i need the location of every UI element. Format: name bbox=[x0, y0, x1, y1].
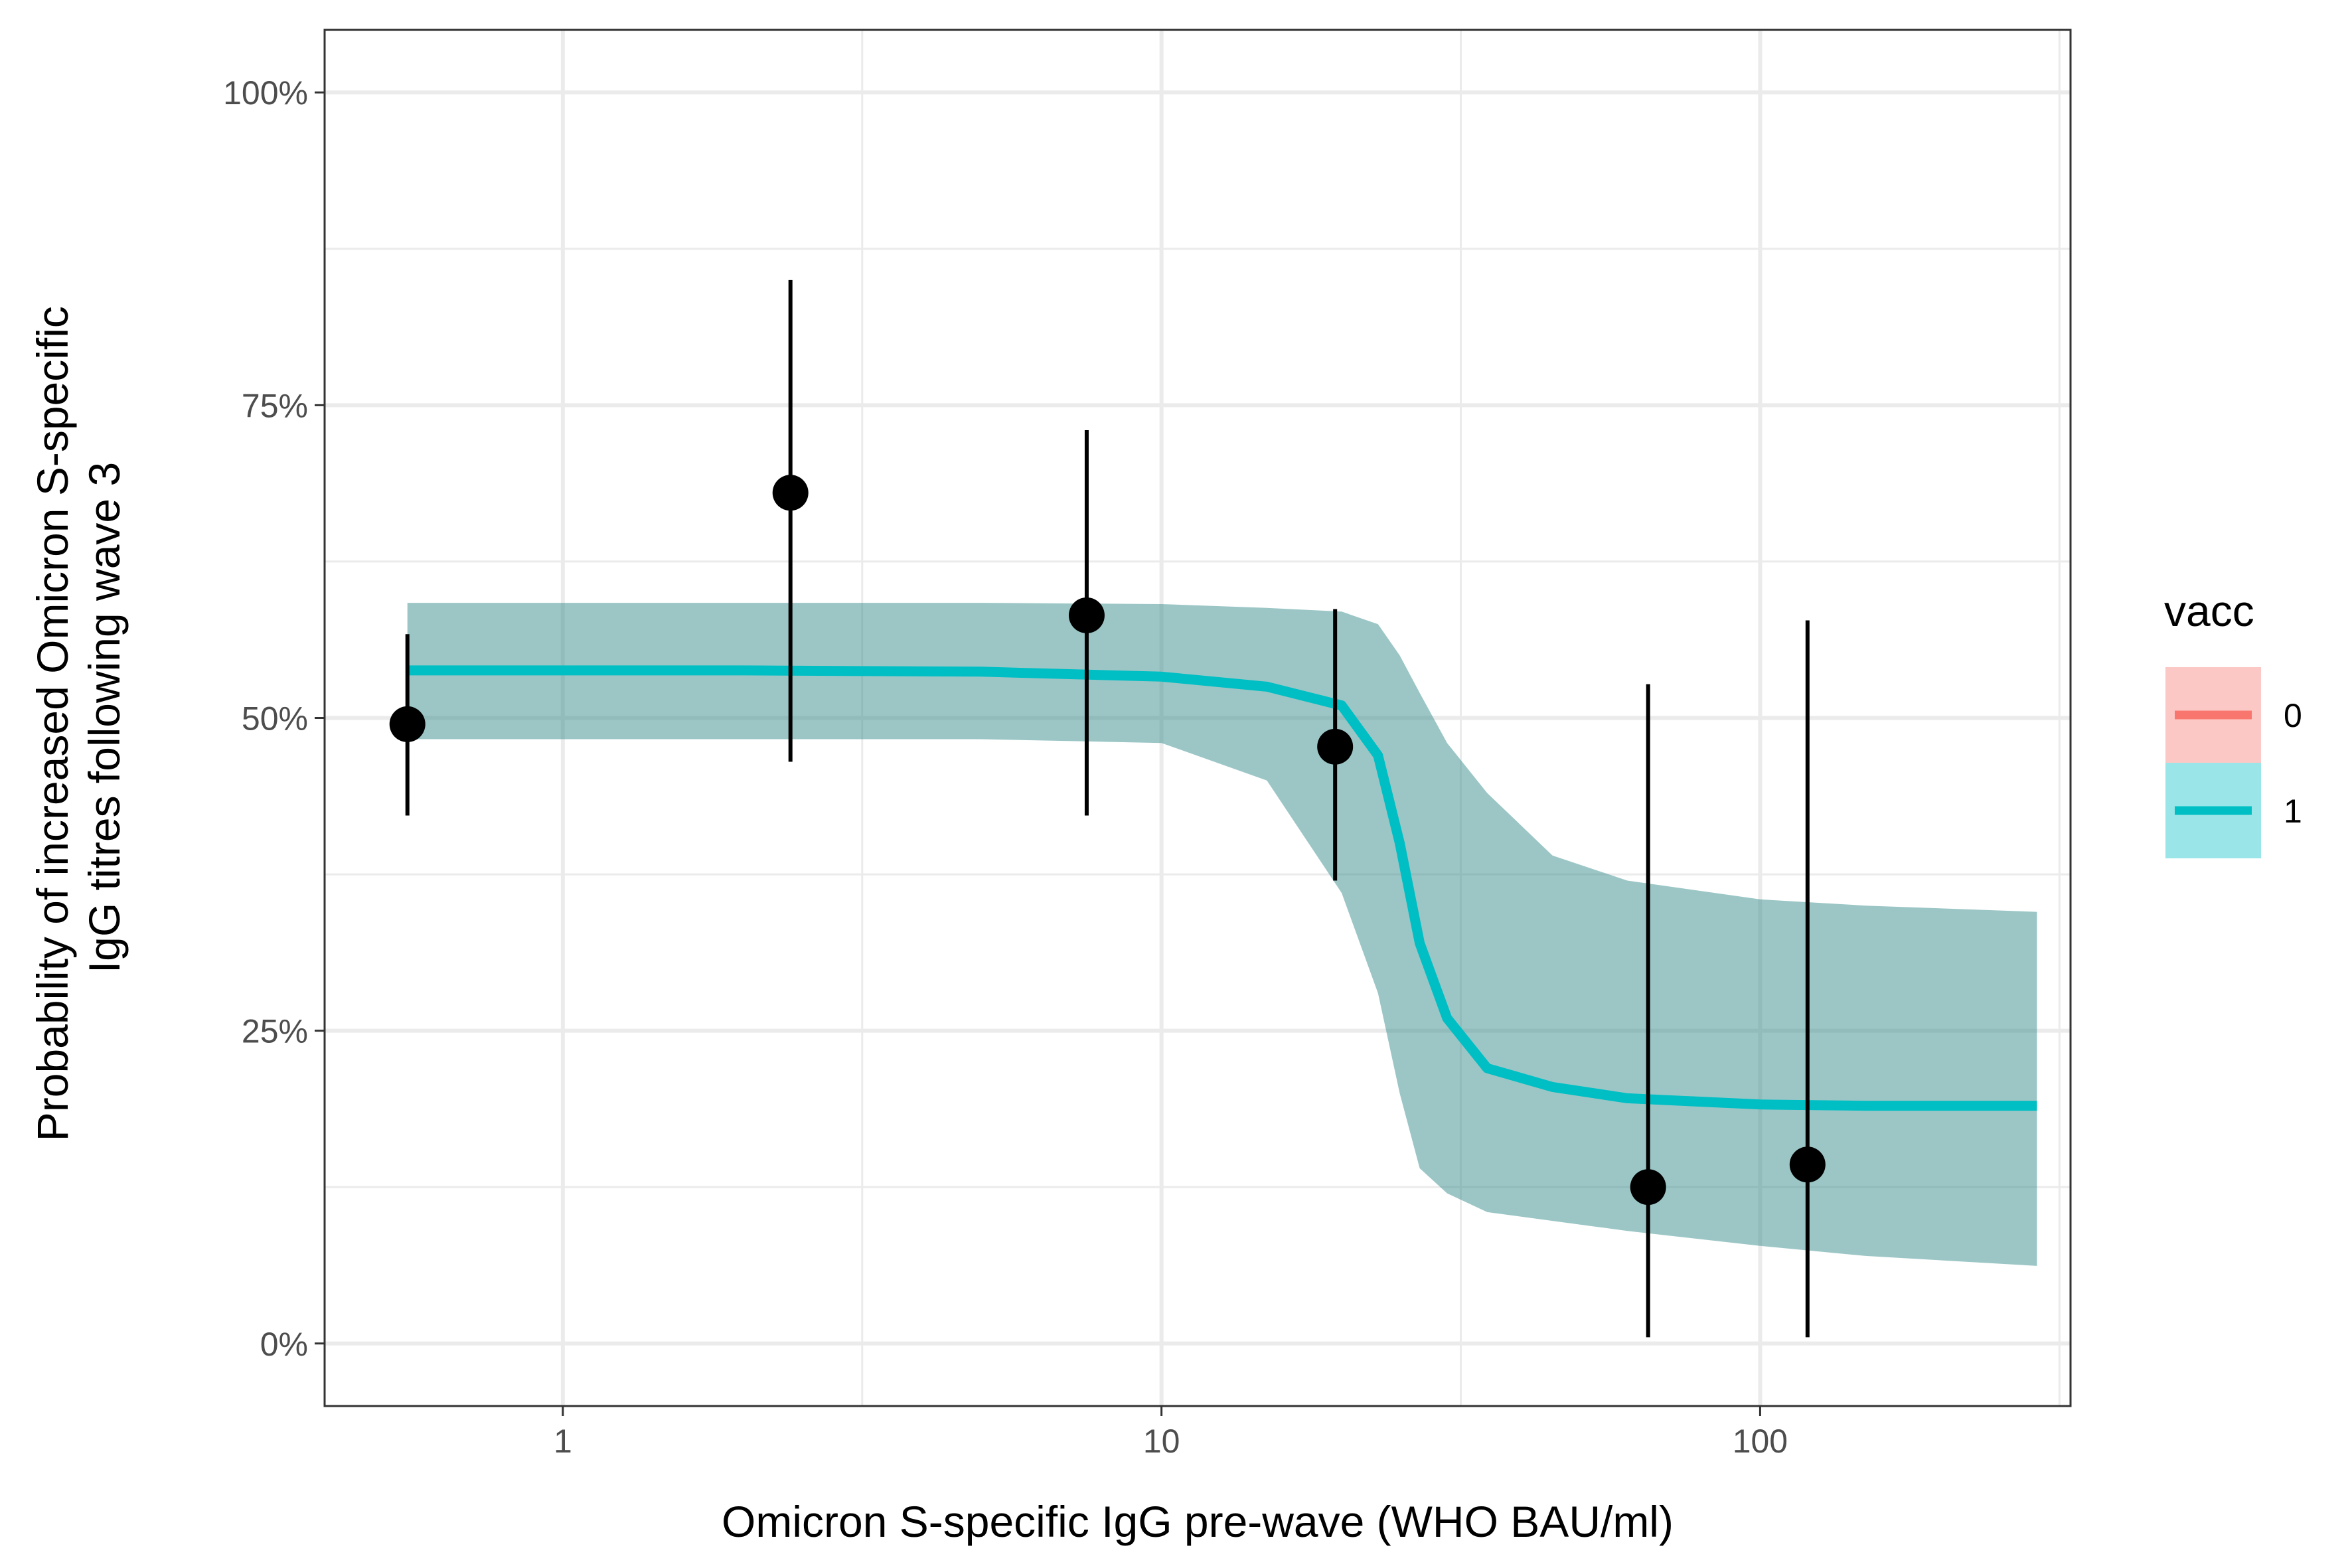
legend-entry-0: 0 bbox=[2165, 667, 2302, 763]
y-axis-title: Probability of increased Omicron S-speci… bbox=[28, 294, 129, 1142]
y-axis-title-line-1: Probability of increased Omicron S-speci… bbox=[28, 306, 77, 1141]
legend-title: vacc bbox=[2164, 586, 2254, 635]
x-axis: 1 10 100 bbox=[554, 1406, 1788, 1460]
y-tick-label-0: 0% bbox=[260, 1326, 308, 1363]
observed-points bbox=[389, 279, 1826, 1338]
y-tick-label-4: 100% bbox=[223, 74, 308, 112]
plot-panel bbox=[323, 29, 2072, 1407]
x-tick-label-0: 1 bbox=[554, 1423, 572, 1460]
x-tick-label-1: 10 bbox=[1143, 1423, 1180, 1460]
x-axis-title: Omicron S-specific IgG pre-wave (WHO BAU… bbox=[722, 1497, 1674, 1546]
y-axis: 0% 25% 50% 75% 100% bbox=[223, 74, 325, 1363]
data-point-2 bbox=[1068, 597, 1105, 633]
y-tick-label-1: 25% bbox=[242, 1013, 308, 1050]
legend-label-0: 0 bbox=[2284, 697, 2302, 734]
data-point-3 bbox=[1317, 728, 1354, 765]
data-point-1 bbox=[772, 475, 809, 511]
data-point-0 bbox=[389, 706, 426, 742]
line-series-1 bbox=[407, 665, 2037, 1111]
legend: vacc 0 1 bbox=[2164, 586, 2302, 858]
x-tick-label-2: 100 bbox=[1733, 1423, 1788, 1460]
y-tick-label-2: 50% bbox=[242, 700, 308, 738]
legend-entry-1: 1 bbox=[2165, 763, 2302, 858]
y-tick-label-3: 75% bbox=[242, 387, 308, 424]
y-axis-title-line-2: IgG titres following wave 3 bbox=[80, 462, 129, 973]
data-point-5 bbox=[1789, 1146, 1826, 1183]
data-point-4 bbox=[1630, 1169, 1666, 1206]
legend-label-1: 1 bbox=[2284, 793, 2302, 830]
fitted-line bbox=[407, 665, 2037, 1111]
